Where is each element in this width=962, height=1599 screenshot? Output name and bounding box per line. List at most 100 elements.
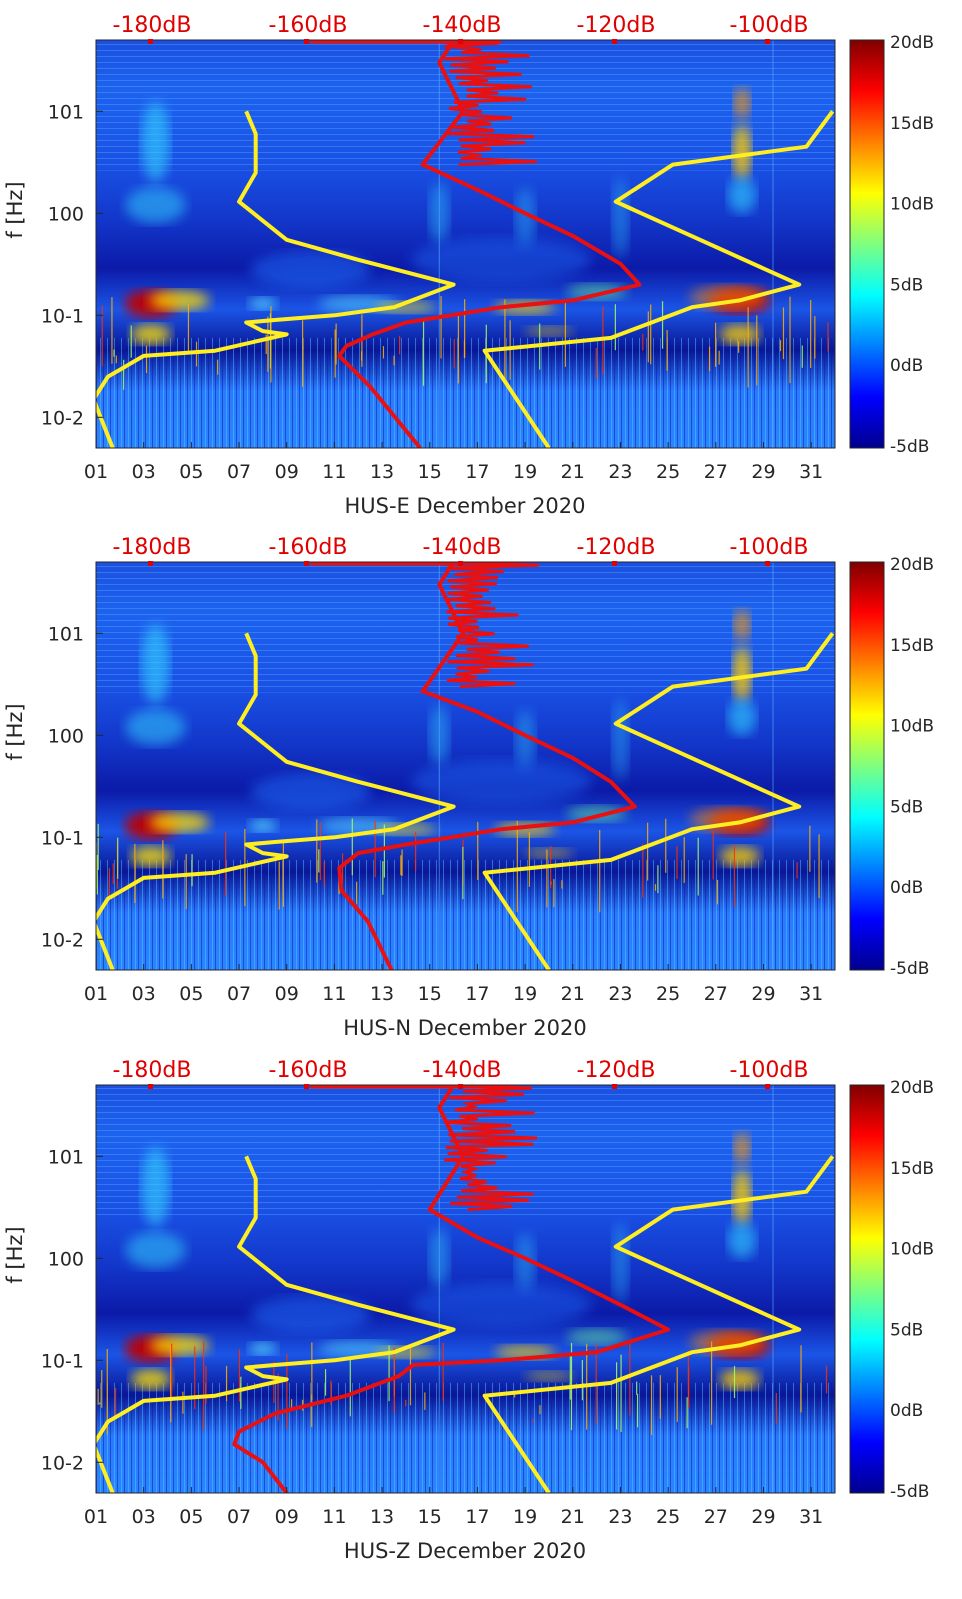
heatmap-blob (375, 301, 436, 314)
colorbar-label: 20dB (890, 33, 934, 53)
heatmap-blob (248, 297, 277, 310)
y-tick-label: 10-1 (41, 305, 84, 327)
heatmap-blob (411, 759, 592, 804)
top-db-label: -180dB (113, 535, 192, 560)
x-tick-label: 11 (322, 461, 346, 483)
series-line-red-jagged (446, 562, 539, 689)
colorbar-label: 15dB (890, 636, 934, 656)
x-axis: 01 03 05 07 09 11 13 15 17 19 21 23 25 27 29 31 (84, 1487, 823, 1528)
x-tick-label: 13 (370, 1506, 394, 1528)
x-tick-label: 05 (179, 983, 203, 1005)
top-db-label: -140dB (423, 535, 502, 560)
heatmap-blob (411, 1282, 592, 1327)
heatmap-blob (612, 699, 629, 780)
y-tick-label: 10-2 (41, 407, 84, 429)
x-tick-label: 01 (84, 1506, 108, 1528)
series-line-1 (96, 1155, 456, 1493)
heatmap-blob (149, 290, 210, 311)
x-tick-label: 29 (751, 983, 775, 1005)
top-db-marker (612, 39, 617, 44)
heatmap-blob (566, 805, 627, 822)
top-db-marker (765, 561, 770, 566)
heatmap-blob (515, 1232, 536, 1293)
x-tick-label: 19 (513, 983, 537, 1005)
x-axis-label: HUS-Z December 2020 (344, 1539, 586, 1563)
heatmap-blob (734, 1132, 751, 1165)
series-line-3 (232, 1085, 671, 1493)
heatmap-blob (524, 848, 573, 859)
x-tick-label: 27 (704, 1506, 728, 1528)
colorbar-label: 0dB (890, 356, 923, 376)
y-tick-label: 101 (48, 623, 84, 645)
colorbar-label: 15dB (890, 114, 934, 134)
heatmap-blob (411, 237, 592, 282)
colorbar-label: -5dB (890, 437, 929, 457)
heatmap-blob (125, 187, 186, 224)
top-db-label: -100dB (730, 13, 809, 38)
heatmap-blob (566, 283, 627, 300)
x-tick-label: 23 (608, 1506, 632, 1528)
heatmap-blob (250, 251, 371, 288)
x-tick-label: 31 (799, 1506, 823, 1528)
heatmap-blob (130, 846, 171, 867)
heatmap-blob (250, 773, 371, 810)
x-tick-label: 31 (799, 983, 823, 1005)
heatmap-blob (719, 1369, 760, 1390)
x-tick-label: 01 (84, 983, 108, 1005)
heatmap-blob (130, 1369, 171, 1390)
heatmap-blob (733, 645, 752, 702)
heatmap-blob (515, 187, 536, 248)
top-db-marker (148, 561, 153, 566)
x-tick-label: 03 (132, 1506, 156, 1528)
heatmap-blob (375, 1346, 436, 1359)
colorbar-label: 10dB (890, 1240, 934, 1260)
colorbar-label: 10dB (890, 195, 934, 215)
colorbar-label: 15dB (890, 1159, 934, 1179)
heatmap-stripes (96, 337, 835, 448)
colorbar-label: 20dB (890, 1078, 934, 1098)
x-tick-label: 23 (608, 983, 632, 1005)
heatmap-blob (130, 324, 171, 345)
x-tick-label: 05 (179, 461, 203, 483)
heatmap-blob (728, 177, 757, 214)
heatmap-blob (250, 1296, 371, 1333)
heatmap-blob (524, 326, 573, 337)
x-tick-label: 17 (465, 1506, 489, 1528)
top-db-marker (148, 39, 153, 44)
top-db-label: -100dB (730, 535, 809, 560)
x-tick-label: 07 (227, 461, 251, 483)
heatmap-blob (612, 177, 629, 258)
x-tick-label: 27 (704, 461, 728, 483)
heatmap-blob (125, 709, 186, 746)
plot-area (96, 562, 835, 970)
panel-1: 01 03 05 07 09 11 13 15 17 19 21 23 25 27 29 31 HUS-E De… (3, 13, 934, 518)
top-db-marker (148, 1084, 153, 1089)
heatmap-blob (125, 1232, 186, 1269)
top-db-marker (458, 561, 463, 566)
x-axis: 01 03 05 07 09 11 13 15 17 19 21 23 25 27 29 31 (84, 442, 823, 483)
x-tick-label: 21 (561, 983, 585, 1005)
y-tick-label: 100 (48, 725, 84, 747)
x-axis: 01 03 05 07 09 11 13 15 17 19 21 23 25 27 29 31 (84, 964, 823, 1005)
top-db-label: -140dB (423, 13, 502, 38)
x-tick-label: 23 (608, 461, 632, 483)
x-axis-label: HUS-N December 2020 (343, 1016, 586, 1040)
top-db-label: -180dB (113, 1058, 192, 1083)
panel-3: 01 03 05 07 09 11 13 15 17 19 21 23 25 27 29 31 HUS-Z De… (3, 1058, 934, 1563)
y-tick-label: 101 (48, 101, 84, 123)
y-axis: 10-2 10-1 100 101 (41, 623, 103, 951)
heatmap-blob (719, 846, 760, 867)
heatmap-blob (733, 123, 752, 180)
top-db-label: -160dB (269, 13, 348, 38)
x-tick-label: 07 (227, 983, 251, 1005)
top-db-label: -140dB (423, 1058, 502, 1083)
heatmap-blob (728, 699, 757, 736)
series-line-2 (482, 632, 835, 970)
series-line-3 (337, 40, 642, 448)
y-tick-label: 101 (48, 1146, 84, 1168)
x-tick-label: 09 (275, 461, 299, 483)
y-tick-label: 10-1 (41, 1350, 84, 1372)
colorbar-gradient (849, 1084, 885, 1494)
x-tick-label: 13 (370, 461, 394, 483)
